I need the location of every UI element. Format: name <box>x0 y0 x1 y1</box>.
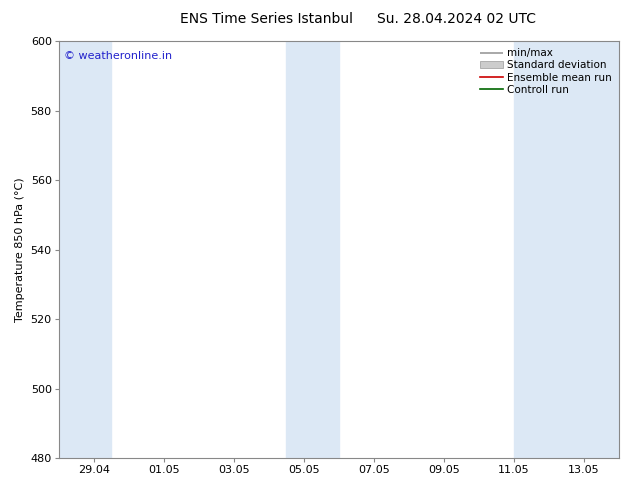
Bar <box>287 41 339 458</box>
Y-axis label: Temperature 850 hPa (°C): Temperature 850 hPa (°C) <box>15 177 25 322</box>
Bar <box>59 41 112 458</box>
Legend: min/max, Standard deviation, Ensemble mean run, Controll run: min/max, Standard deviation, Ensemble me… <box>478 46 614 97</box>
Text: ENS Time Series Istanbul: ENS Time Series Istanbul <box>180 12 353 26</box>
Bar <box>514 41 619 458</box>
Text: Su. 28.04.2024 02 UTC: Su. 28.04.2024 02 UTC <box>377 12 536 26</box>
Text: © weatheronline.in: © weatheronline.in <box>65 51 172 61</box>
